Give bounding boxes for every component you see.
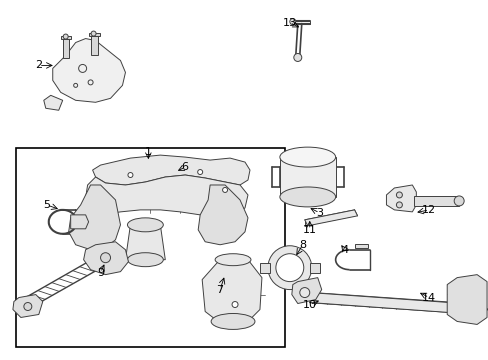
Polygon shape — [125, 225, 165, 260]
Text: 7: 7 — [216, 284, 223, 294]
Polygon shape — [62, 39, 68, 58]
Text: 13: 13 — [282, 18, 296, 28]
Circle shape — [289, 19, 295, 24]
Text: 2: 2 — [35, 60, 42, 71]
Polygon shape — [68, 185, 120, 250]
Polygon shape — [309, 263, 319, 273]
Ellipse shape — [279, 147, 335, 167]
Ellipse shape — [127, 218, 163, 232]
Text: 11: 11 — [302, 225, 316, 235]
Polygon shape — [279, 157, 335, 197]
Polygon shape — [71, 215, 88, 229]
Circle shape — [197, 170, 202, 175]
Circle shape — [232, 302, 238, 307]
Polygon shape — [304, 210, 357, 226]
Polygon shape — [413, 196, 458, 206]
Polygon shape — [291, 278, 321, 303]
Bar — [16, 148, 285, 347]
Circle shape — [299, 288, 309, 298]
Text: 3: 3 — [316, 208, 323, 218]
Polygon shape — [260, 263, 269, 273]
Circle shape — [88, 80, 93, 85]
Polygon shape — [85, 175, 247, 218]
Ellipse shape — [215, 254, 250, 266]
Polygon shape — [13, 294, 42, 318]
Polygon shape — [44, 95, 62, 110]
Polygon shape — [83, 242, 128, 275]
Circle shape — [222, 188, 227, 193]
Polygon shape — [202, 260, 262, 321]
Circle shape — [293, 54, 301, 62]
Polygon shape — [198, 185, 247, 245]
Circle shape — [101, 253, 110, 263]
Polygon shape — [386, 185, 415, 212]
Circle shape — [267, 246, 311, 289]
Circle shape — [396, 192, 402, 198]
Polygon shape — [447, 275, 486, 324]
Circle shape — [79, 64, 86, 72]
Text: 5: 5 — [43, 200, 50, 210]
Circle shape — [74, 84, 78, 87]
Text: 12: 12 — [421, 205, 435, 215]
Circle shape — [128, 172, 133, 177]
Polygon shape — [53, 39, 125, 102]
Text: 4: 4 — [340, 245, 347, 255]
Text: 9: 9 — [97, 267, 104, 278]
Polygon shape — [354, 244, 367, 248]
Text: 1: 1 — [144, 147, 152, 157]
Polygon shape — [88, 32, 100, 36]
Circle shape — [91, 31, 96, 36]
Polygon shape — [90, 36, 98, 55]
Text: 6: 6 — [182, 162, 188, 172]
Text: 14: 14 — [421, 293, 435, 302]
Circle shape — [275, 254, 303, 282]
Polygon shape — [92, 155, 249, 185]
Circle shape — [396, 202, 402, 208]
Text: 10: 10 — [302, 300, 316, 310]
Polygon shape — [309, 293, 476, 315]
Ellipse shape — [279, 187, 335, 207]
Polygon shape — [61, 36, 71, 39]
Ellipse shape — [453, 196, 463, 206]
Text: 8: 8 — [299, 240, 305, 250]
Circle shape — [24, 302, 32, 310]
Ellipse shape — [211, 314, 254, 329]
Ellipse shape — [127, 253, 163, 267]
Circle shape — [63, 34, 68, 39]
